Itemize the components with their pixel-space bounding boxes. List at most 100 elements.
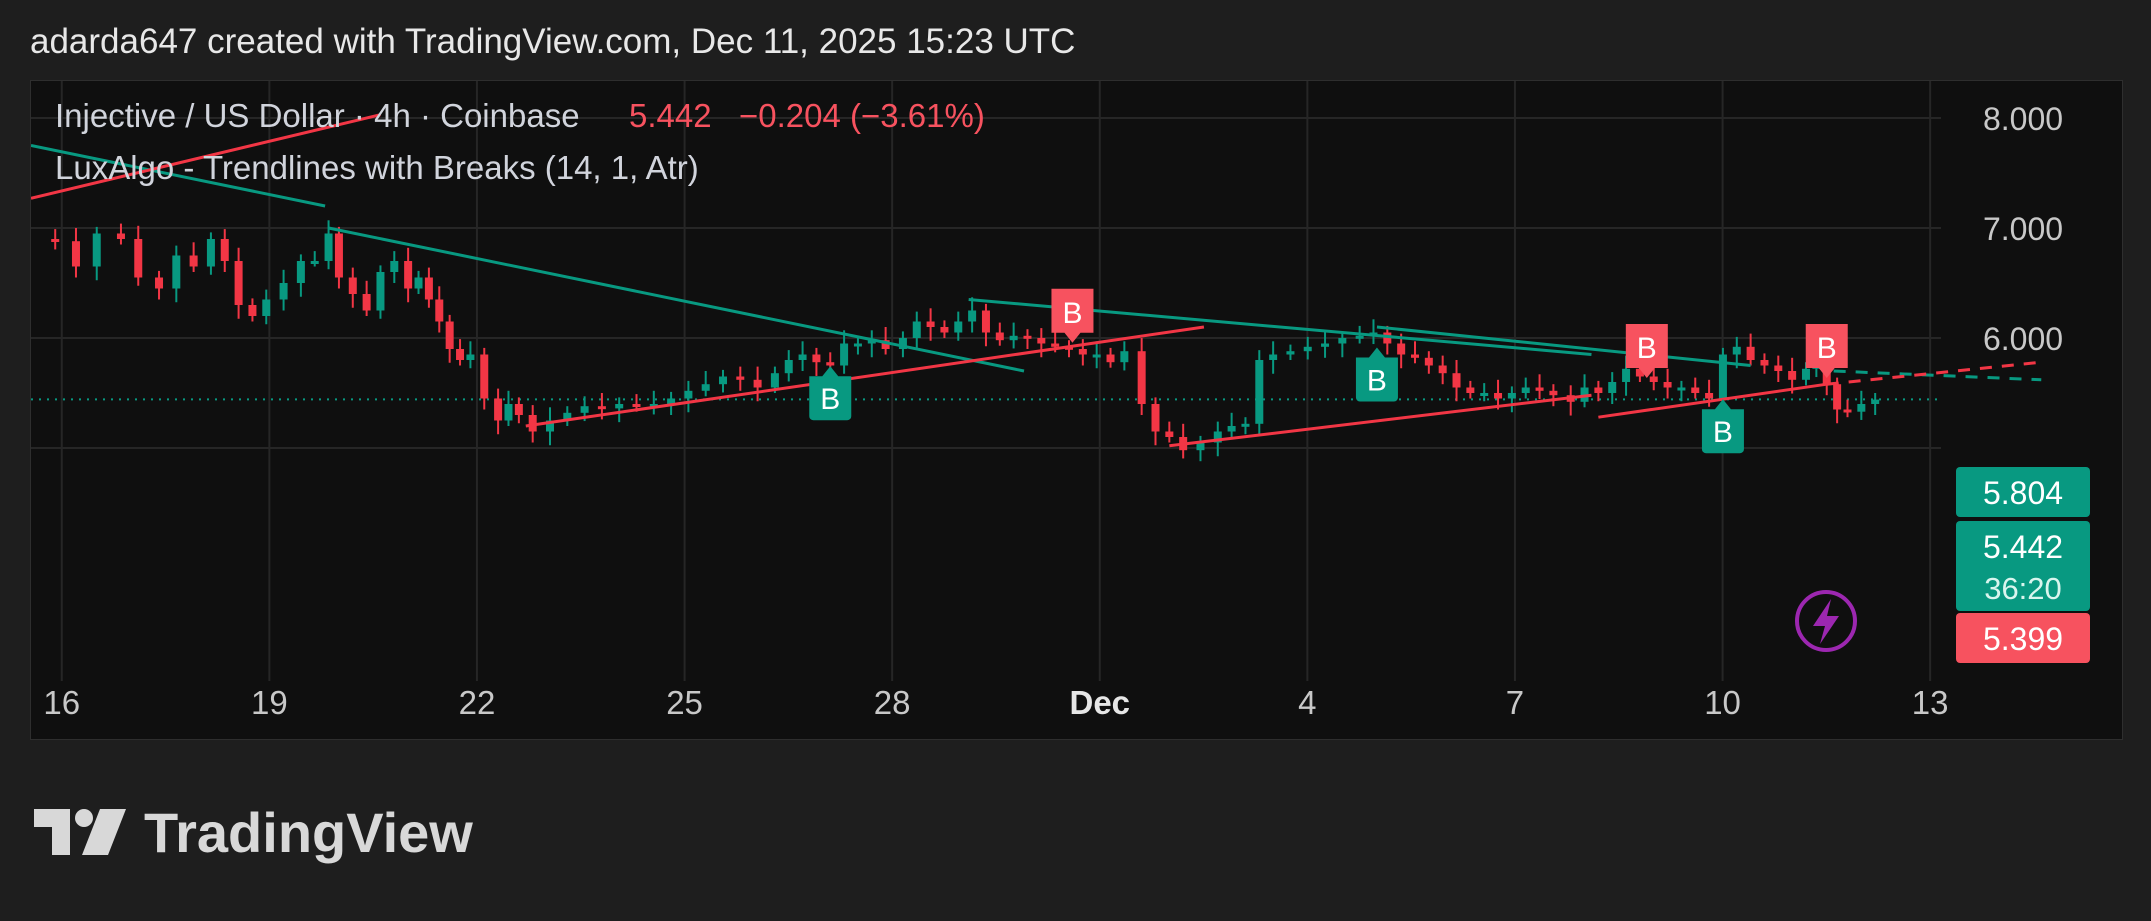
- candle-body: [1009, 335, 1018, 341]
- candle-body: [940, 327, 949, 333]
- break-marker-text: B: [820, 383, 840, 416]
- trendline-red: [31, 113, 381, 200]
- candle-body: [1732, 346, 1741, 355]
- candle-body: [667, 398, 676, 404]
- tradingview-logo-icon: [34, 809, 126, 855]
- break-marker-text: B: [1367, 365, 1387, 398]
- candle-body: [1078, 349, 1087, 355]
- trendline-red: [1169, 393, 1592, 448]
- candle-body: [1411, 354, 1419, 358]
- candle-body: [1355, 335, 1364, 339]
- candle-body: [424, 277, 433, 300]
- break-marker-bullish: B: [1701, 399, 1744, 454]
- candle-body: [1065, 346, 1073, 350]
- break-marker-bearish: B: [1051, 288, 1094, 343]
- candle-body: [1507, 393, 1516, 399]
- candle-body: [51, 239, 60, 242]
- chart-credit: adarda647 created with TradingView.com, …: [30, 22, 1076, 61]
- candle-body: [1480, 393, 1489, 396]
- candle-body: [1120, 351, 1129, 363]
- candle-body: [116, 233, 125, 239]
- candle-body: [926, 321, 935, 327]
- candle-body: [1535, 387, 1544, 391]
- legend-indicator: LuxAlgo - Trendlines with Breaks (14, 1,…: [55, 149, 699, 186]
- candle-body: [1549, 390, 1558, 396]
- candle-body: [898, 338, 907, 349]
- candle-body: [701, 384, 710, 391]
- candle-body: [736, 376, 745, 380]
- candle-body: [1801, 368, 1810, 380]
- break-marker-badge: [1355, 347, 1398, 402]
- candle-body: [189, 255, 198, 267]
- candle-body: [546, 420, 554, 432]
- candle-body: [826, 362, 835, 366]
- x-tick-label: 13: [1912, 684, 1949, 721]
- candle-body: [1241, 423, 1250, 427]
- price-chart[interactable]: B B B B B B 8.000 7.000 6.000 16 19 22 25 28 Dec 4 7 10…: [31, 81, 2123, 740]
- candles: [51, 220, 1880, 462]
- candle-body: [1788, 371, 1797, 380]
- candle-body: [1635, 368, 1644, 377]
- candle-body: [445, 321, 454, 349]
- tradingview-logo[interactable]: TradingView: [34, 800, 473, 864]
- candle-body: [494, 398, 503, 421]
- upper-trend-price-tag: [1956, 467, 2090, 517]
- break-marker-bullish: B: [1355, 347, 1398, 402]
- candle-body: [220, 239, 229, 261]
- candle-body: [912, 321, 921, 338]
- candle-body: [968, 310, 977, 322]
- candle-body: [1037, 338, 1046, 344]
- candle-body: [234, 261, 243, 305]
- candle-body: [1608, 382, 1617, 393]
- candle-body: [362, 294, 371, 311]
- candle-body: [1494, 393, 1503, 399]
- candle-body: [1303, 346, 1312, 352]
- candle-body: [435, 299, 444, 322]
- candle-body: [1424, 357, 1433, 366]
- candle-body: [1196, 442, 1205, 451]
- bar-countdown-label: 36:20: [1984, 571, 2062, 606]
- candle-body: [615, 404, 624, 409]
- brand-name: TradingView: [144, 800, 473, 864]
- break-marker-bearish: B: [1805, 324, 1848, 378]
- price-axis: 8.000 7.000 6.000: [1983, 101, 2063, 357]
- candle-body: [348, 277, 357, 294]
- candle-body: [881, 340, 890, 349]
- candle-body: [414, 277, 423, 289]
- break-marker-text: B: [1637, 332, 1657, 365]
- trendline-teal: [328, 226, 1025, 373]
- candle-body: [1466, 387, 1475, 393]
- candle-body: [456, 349, 465, 360]
- break-marker-badge: [1805, 324, 1848, 378]
- candle-body: [719, 376, 727, 385]
- break-marker-text: B: [1713, 416, 1733, 449]
- trendline-red: [1598, 382, 1827, 419]
- lightning-alert-icon[interactable]: [1795, 590, 1857, 652]
- candle-body: [155, 277, 164, 289]
- candle-body: [1338, 338, 1347, 344]
- last-price-label: 5.442: [1983, 529, 2063, 565]
- candle-body: [1691, 387, 1700, 393]
- candle-body: [134, 239, 143, 278]
- candle-body: [1871, 399, 1880, 404]
- candle-body: [1594, 387, 1603, 393]
- chart-panel[interactable]: B B B B B B 8.000 7.000 6.000 16 19 22 25 28 Dec 4 7 10…: [30, 80, 2123, 740]
- legend-price: 5.442: [629, 97, 712, 134]
- candle-body: [1106, 354, 1115, 363]
- break-marker-badge: [1625, 324, 1668, 378]
- lower-trend-price-label: 5.399: [1983, 621, 2063, 657]
- candle-body: [1857, 404, 1866, 412]
- candle-body: [1269, 354, 1278, 360]
- break-markers: B B B B B B: [809, 288, 1848, 454]
- y-tick-label: 7.000: [1983, 211, 2063, 247]
- candle-body: [404, 261, 413, 289]
- candle-body: [1718, 354, 1727, 399]
- candle-body: [248, 305, 257, 316]
- candle-body: [1521, 387, 1530, 393]
- candle-body: [784, 360, 793, 374]
- time-axis: 16 19 22 25 28 Dec 4 7 10 13: [43, 684, 1948, 721]
- candle-body: [1774, 365, 1783, 371]
- candle-body: [1622, 368, 1631, 382]
- candle-body: [597, 406, 606, 410]
- candle-body: [1213, 431, 1222, 443]
